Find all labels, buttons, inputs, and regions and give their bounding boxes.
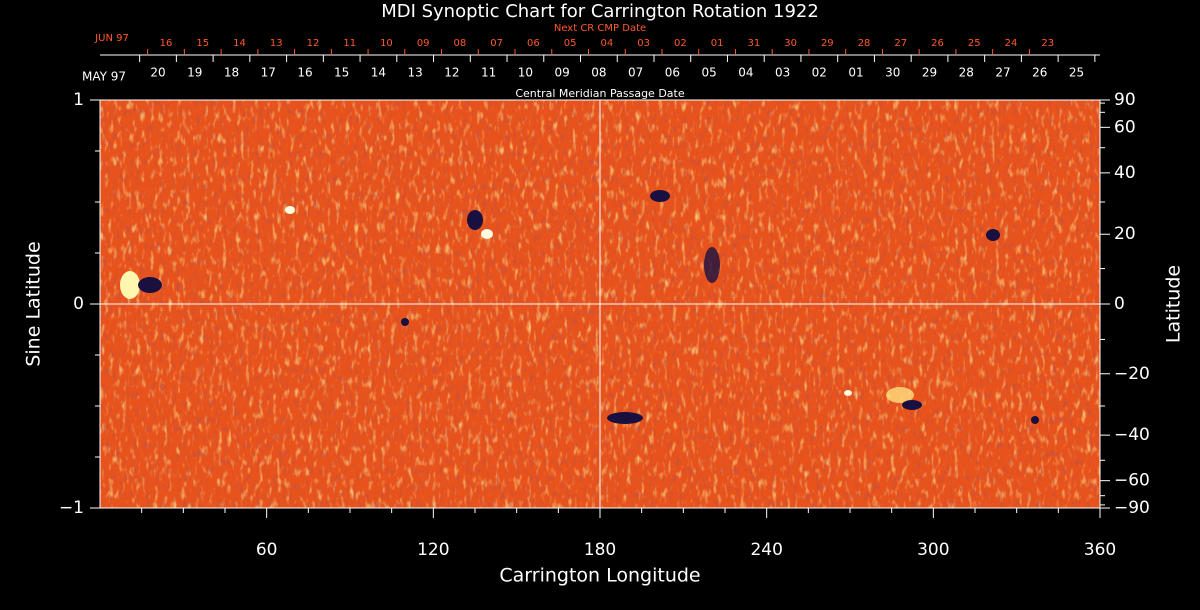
cmp-date: 28 bbox=[959, 66, 974, 80]
next-cmp-date: 09 bbox=[417, 38, 430, 49]
next-cmp-date: 11 bbox=[343, 38, 356, 49]
next-cmp-date: 23 bbox=[1041, 38, 1054, 49]
cmp-date: 02 bbox=[812, 66, 827, 80]
x-tick-label: 120 bbox=[417, 540, 449, 560]
cmp-date: 11 bbox=[481, 66, 496, 80]
cmp-month: MAY 97 bbox=[82, 70, 126, 84]
y2-tick-label: 0 bbox=[1114, 294, 1125, 314]
next-cmp-month: JUN 97 bbox=[94, 33, 129, 44]
y2-tick-label: −40 bbox=[1114, 425, 1150, 445]
next-cmp-date: 14 bbox=[233, 38, 246, 49]
cmp-date: 04 bbox=[738, 66, 753, 80]
cmp-date: 13 bbox=[408, 66, 423, 80]
cmp-date: 30 bbox=[885, 66, 900, 80]
y-tick-label: 1 bbox=[73, 90, 84, 110]
cmp-date: 19 bbox=[187, 66, 202, 80]
cmp-date: 26 bbox=[1032, 66, 1047, 80]
next-cmp-date: 28 bbox=[858, 38, 871, 49]
x-tick-label: 240 bbox=[750, 540, 782, 560]
y2-tick-label: 90 bbox=[1114, 90, 1136, 110]
cmp-date: 03 bbox=[775, 66, 790, 80]
cmp-date: 29 bbox=[922, 66, 937, 80]
next-cmp-date: 27 bbox=[894, 38, 907, 49]
cmp-date: 06 bbox=[665, 66, 680, 80]
y2-axis-title: Latitude bbox=[1163, 265, 1185, 343]
next-cmp-date: 05 bbox=[564, 38, 577, 49]
cmp-date: 01 bbox=[848, 66, 863, 80]
cmp-date: 20 bbox=[150, 66, 165, 80]
cmp-date: 10 bbox=[518, 66, 533, 80]
y2-tick-label: 40 bbox=[1114, 163, 1136, 183]
cmp-date: 15 bbox=[334, 66, 349, 80]
y2-tick-label: 20 bbox=[1114, 224, 1136, 244]
cmp-date: 16 bbox=[297, 66, 312, 80]
chart-title: MDI Synoptic Chart for Carrington Rotati… bbox=[381, 1, 819, 22]
next-cmp-date: 01 bbox=[711, 38, 724, 49]
cmp-date: 07 bbox=[628, 66, 643, 80]
cmp-date: 12 bbox=[444, 66, 459, 80]
next-cmp-date: 10 bbox=[380, 38, 393, 49]
next-cmp-label: Next CR CMP Date bbox=[554, 23, 646, 34]
cmp-date: 18 bbox=[224, 66, 239, 80]
cmp-date: 05 bbox=[701, 66, 716, 80]
next-cmp-date: 15 bbox=[196, 38, 209, 49]
next-cmp-date: 08 bbox=[454, 38, 467, 49]
cmp-date: 14 bbox=[371, 66, 386, 80]
y2-tick-label: −20 bbox=[1114, 364, 1150, 384]
cmp-date: 09 bbox=[554, 66, 569, 80]
next-cmp-date: 12 bbox=[307, 38, 320, 49]
next-cmp-date: 31 bbox=[747, 38, 760, 49]
y2-tick-label: 60 bbox=[1114, 117, 1136, 137]
next-cmp-date: 02 bbox=[674, 38, 687, 49]
next-cmp-date: 16 bbox=[160, 38, 173, 49]
cmp-label: Central Meridian Passage Date bbox=[515, 87, 684, 100]
next-cmp-date: 29 bbox=[821, 38, 834, 49]
next-cmp-date: 03 bbox=[637, 38, 650, 49]
x-tick-label: 360 bbox=[1084, 540, 1116, 560]
cmp-date: 25 bbox=[1069, 66, 1084, 80]
y-tick-label: −1 bbox=[59, 498, 84, 518]
x-tick-label: 60 bbox=[256, 540, 278, 560]
y-tick-label: 0 bbox=[73, 294, 84, 314]
y-axis-title: Sine Latitude bbox=[23, 241, 45, 366]
cmp-date: 08 bbox=[591, 66, 606, 80]
next-cmp-date: 13 bbox=[270, 38, 283, 49]
next-cmp-date: 07 bbox=[490, 38, 503, 49]
cmp-date: 27 bbox=[995, 66, 1010, 80]
next-cmp-date: 25 bbox=[968, 38, 981, 49]
y2-tick-label: −60 bbox=[1114, 471, 1150, 491]
next-cmp-date: 30 bbox=[784, 38, 797, 49]
next-cmp-date: 26 bbox=[931, 38, 944, 49]
next-cmp-date: 06 bbox=[527, 38, 540, 49]
next-cmp-date: 04 bbox=[601, 38, 614, 49]
cmp-date: 17 bbox=[261, 66, 276, 80]
y2-tick-label: −90 bbox=[1114, 498, 1150, 518]
x-axis-title: Carrington Longitude bbox=[499, 565, 700, 587]
x-tick-label: 180 bbox=[584, 540, 616, 560]
next-cmp-date: 24 bbox=[1005, 38, 1018, 49]
x-tick-label: 300 bbox=[917, 540, 949, 560]
